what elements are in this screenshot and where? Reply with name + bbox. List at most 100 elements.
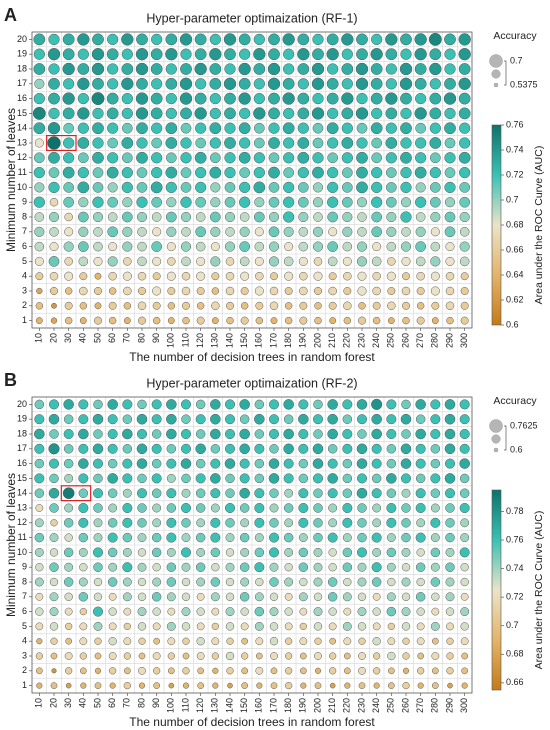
bubble bbox=[49, 271, 59, 281]
bubble bbox=[194, 151, 207, 164]
bubble bbox=[342, 458, 353, 469]
bubble bbox=[430, 444, 441, 454]
bubble bbox=[370, 122, 383, 135]
bubble bbox=[121, 181, 133, 194]
bubble bbox=[417, 667, 425, 675]
bubble bbox=[123, 317, 131, 325]
bubble bbox=[445, 518, 455, 528]
bubble bbox=[225, 473, 235, 484]
bubble bbox=[371, 413, 382, 425]
bubble bbox=[108, 562, 118, 572]
bubble bbox=[402, 667, 410, 674]
bubble bbox=[225, 592, 235, 601]
bubble bbox=[327, 413, 338, 425]
y-tick-label: 17 bbox=[17, 443, 27, 453]
bubble bbox=[342, 399, 353, 410]
bubble bbox=[49, 226, 59, 237]
bubble bbox=[401, 547, 411, 557]
x-tick-label: 180 bbox=[283, 698, 293, 713]
bubble bbox=[459, 196, 471, 208]
bubble bbox=[181, 607, 191, 617]
bubble bbox=[165, 211, 177, 223]
bubble bbox=[241, 652, 249, 660]
bubble bbox=[300, 682, 307, 689]
bubble bbox=[35, 317, 43, 325]
bubble bbox=[327, 166, 339, 179]
bubble bbox=[181, 271, 191, 281]
bubble bbox=[240, 622, 249, 631]
panel-label: A bbox=[4, 5, 17, 25]
x-tick-label: 100 bbox=[166, 698, 176, 713]
bubble bbox=[62, 62, 75, 76]
bubble bbox=[181, 286, 191, 296]
bubble bbox=[430, 473, 441, 484]
bubble bbox=[181, 518, 191, 528]
bubble bbox=[224, 443, 236, 454]
x-tick-label: 250 bbox=[386, 698, 396, 713]
bubble bbox=[357, 271, 367, 281]
bubble bbox=[165, 48, 178, 61]
bubble bbox=[122, 414, 133, 424]
bubble bbox=[356, 487, 368, 499]
bubble bbox=[33, 152, 45, 164]
bubble bbox=[387, 651, 396, 661]
bubble bbox=[196, 592, 205, 601]
bubble bbox=[298, 211, 309, 223]
bubble bbox=[357, 429, 367, 439]
bubble bbox=[371, 226, 383, 238]
y-tick-label: 6 bbox=[22, 241, 27, 251]
bubble bbox=[181, 226, 191, 237]
bubble bbox=[64, 287, 73, 295]
bubble bbox=[151, 137, 163, 149]
bubble bbox=[400, 166, 412, 179]
bubble bbox=[165, 107, 177, 120]
bubble bbox=[224, 414, 236, 425]
bubble bbox=[79, 637, 88, 646]
bubble bbox=[210, 592, 220, 602]
bubble bbox=[64, 652, 73, 660]
bubble bbox=[401, 563, 411, 572]
bubble bbox=[253, 152, 265, 164]
bubble bbox=[386, 533, 396, 543]
x-tick-label: 170 bbox=[268, 333, 278, 348]
bubble bbox=[401, 488, 411, 498]
bubble bbox=[49, 548, 59, 557]
bubble bbox=[78, 256, 89, 267]
bubble bbox=[282, 77, 295, 90]
bubble bbox=[195, 78, 207, 90]
bubble bbox=[253, 137, 265, 149]
bubble bbox=[297, 196, 309, 208]
bubble bbox=[283, 63, 295, 75]
bubble bbox=[313, 518, 323, 528]
bubble bbox=[371, 562, 382, 573]
bubble bbox=[241, 667, 249, 675]
bubble bbox=[444, 167, 456, 178]
y-tick-label: 17 bbox=[17, 78, 27, 88]
colorbar-tick-label: 0.6 bbox=[506, 319, 519, 329]
bubble bbox=[195, 241, 206, 252]
bubble bbox=[239, 414, 250, 424]
bubble bbox=[181, 562, 191, 572]
x-tick-label: 70 bbox=[122, 698, 132, 708]
bubble bbox=[108, 652, 117, 660]
y-tick-label: 2 bbox=[22, 665, 27, 675]
bubble bbox=[385, 182, 397, 193]
bubble bbox=[401, 503, 411, 513]
bubble bbox=[239, 212, 250, 222]
bubble bbox=[256, 682, 263, 689]
bubble bbox=[182, 316, 190, 325]
bubble bbox=[459, 443, 470, 454]
bubble bbox=[269, 577, 279, 587]
x-tick-label: 200 bbox=[312, 698, 322, 713]
bubble bbox=[151, 212, 162, 222]
bubble bbox=[195, 473, 206, 484]
bubble bbox=[342, 241, 353, 252]
bubble bbox=[387, 257, 396, 266]
bubble bbox=[415, 182, 426, 193]
colorbar-tick-label: 0.68 bbox=[506, 649, 524, 659]
bubble bbox=[93, 592, 103, 601]
bubble bbox=[430, 271, 440, 281]
bubble bbox=[225, 651, 235, 661]
bubble bbox=[268, 226, 280, 238]
bubble bbox=[269, 607, 279, 617]
